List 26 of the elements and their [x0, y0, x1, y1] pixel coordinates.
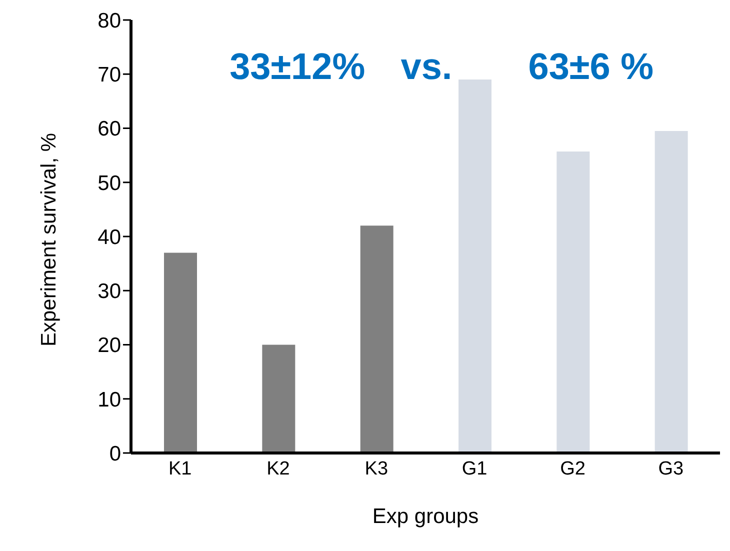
x-tick-label: K3	[364, 458, 388, 480]
annotation: 33±12%	[230, 46, 366, 88]
y-tick-label: 50	[98, 172, 121, 195]
x-tick-label: G2	[560, 458, 586, 480]
y-tick-label: 10	[98, 388, 121, 412]
y-tick-label: 80	[98, 9, 121, 32]
y-tick-label: 40	[98, 226, 121, 249]
bar	[360, 226, 394, 453]
x-tick-label: G1	[462, 458, 488, 480]
y-tick-label: 0	[109, 442, 121, 466]
annotation: 63±6 %	[528, 46, 654, 88]
x-tick-label: K1	[168, 458, 192, 480]
y-axis-title: Experiment survival, %	[37, 132, 60, 346]
bar	[654, 130, 688, 453]
x-tick-label: G3	[658, 458, 684, 480]
annotation: vs.	[400, 46, 452, 88]
y-tick-label: 60	[98, 118, 121, 141]
y-tick-label: 70	[98, 64, 121, 87]
x-tick-label: K2	[266, 458, 290, 480]
bar	[556, 152, 590, 453]
bar	[458, 80, 492, 453]
y-tick-label: 30	[98, 280, 121, 304]
bar	[262, 344, 296, 453]
x-axis-title: Exp groups	[372, 505, 479, 528]
bar	[164, 252, 197, 453]
y-tick-label: 20	[98, 334, 121, 358]
